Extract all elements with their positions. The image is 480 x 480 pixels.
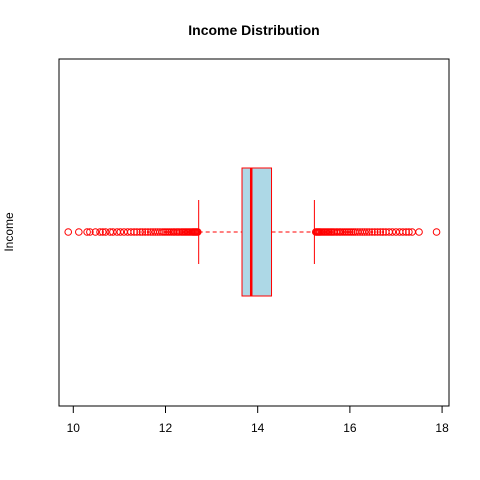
outlier-point: [130, 228, 138, 236]
y-axis-label: Income: [2, 212, 16, 252]
outlier-point: [193, 228, 202, 236]
x-tick-label: 12: [159, 421, 173, 435]
outlier-point: [83, 228, 91, 236]
outliers: [64, 228, 441, 236]
x-tick-label: 18: [435, 421, 449, 435]
chart-title: Income Distribution: [188, 22, 319, 38]
outlier-point: [373, 228, 382, 236]
outlier-point: [98, 228, 107, 236]
outlier-point: [101, 228, 110, 236]
outlier-point: [379, 228, 387, 236]
outlier-point: [376, 228, 385, 236]
outlier-point: [370, 228, 379, 236]
outlier-point: [64, 228, 73, 236]
outlier-point: [138, 228, 147, 236]
outlier-point: [141, 228, 150, 236]
outlier-point: [109, 228, 117, 236]
outlier-point: [432, 228, 441, 236]
outlier-point: [86, 228, 94, 236]
outlier-point: [156, 228, 164, 236]
outlier-point: [133, 228, 141, 236]
outlier-point: [368, 228, 376, 236]
outlier-point: [136, 228, 144, 236]
outlier-point: [415, 228, 423, 236]
outlier-point: [96, 228, 104, 236]
outlier-point: [144, 228, 152, 236]
box: [241, 167, 273, 297]
outlier-point: [388, 228, 397, 236]
outlier-point: [127, 228, 135, 236]
outlier-point: [360, 228, 369, 236]
outlier-point: [402, 228, 410, 236]
x-axis: 10 12 14 16 18: [67, 405, 449, 435]
outlier-point: [405, 228, 413, 236]
outlier-point: [91, 228, 100, 236]
outlier-point: [365, 228, 374, 236]
x-tick-label: 10: [67, 421, 81, 435]
outlier-point: [116, 228, 125, 236]
outlier-point: [75, 228, 83, 236]
outlier-point: [399, 228, 407, 236]
x-tick-label: 16: [343, 421, 357, 435]
interquartile-box: [241, 167, 273, 297]
outlier-point: [363, 228, 371, 236]
x-tick-label: 14: [251, 421, 265, 435]
